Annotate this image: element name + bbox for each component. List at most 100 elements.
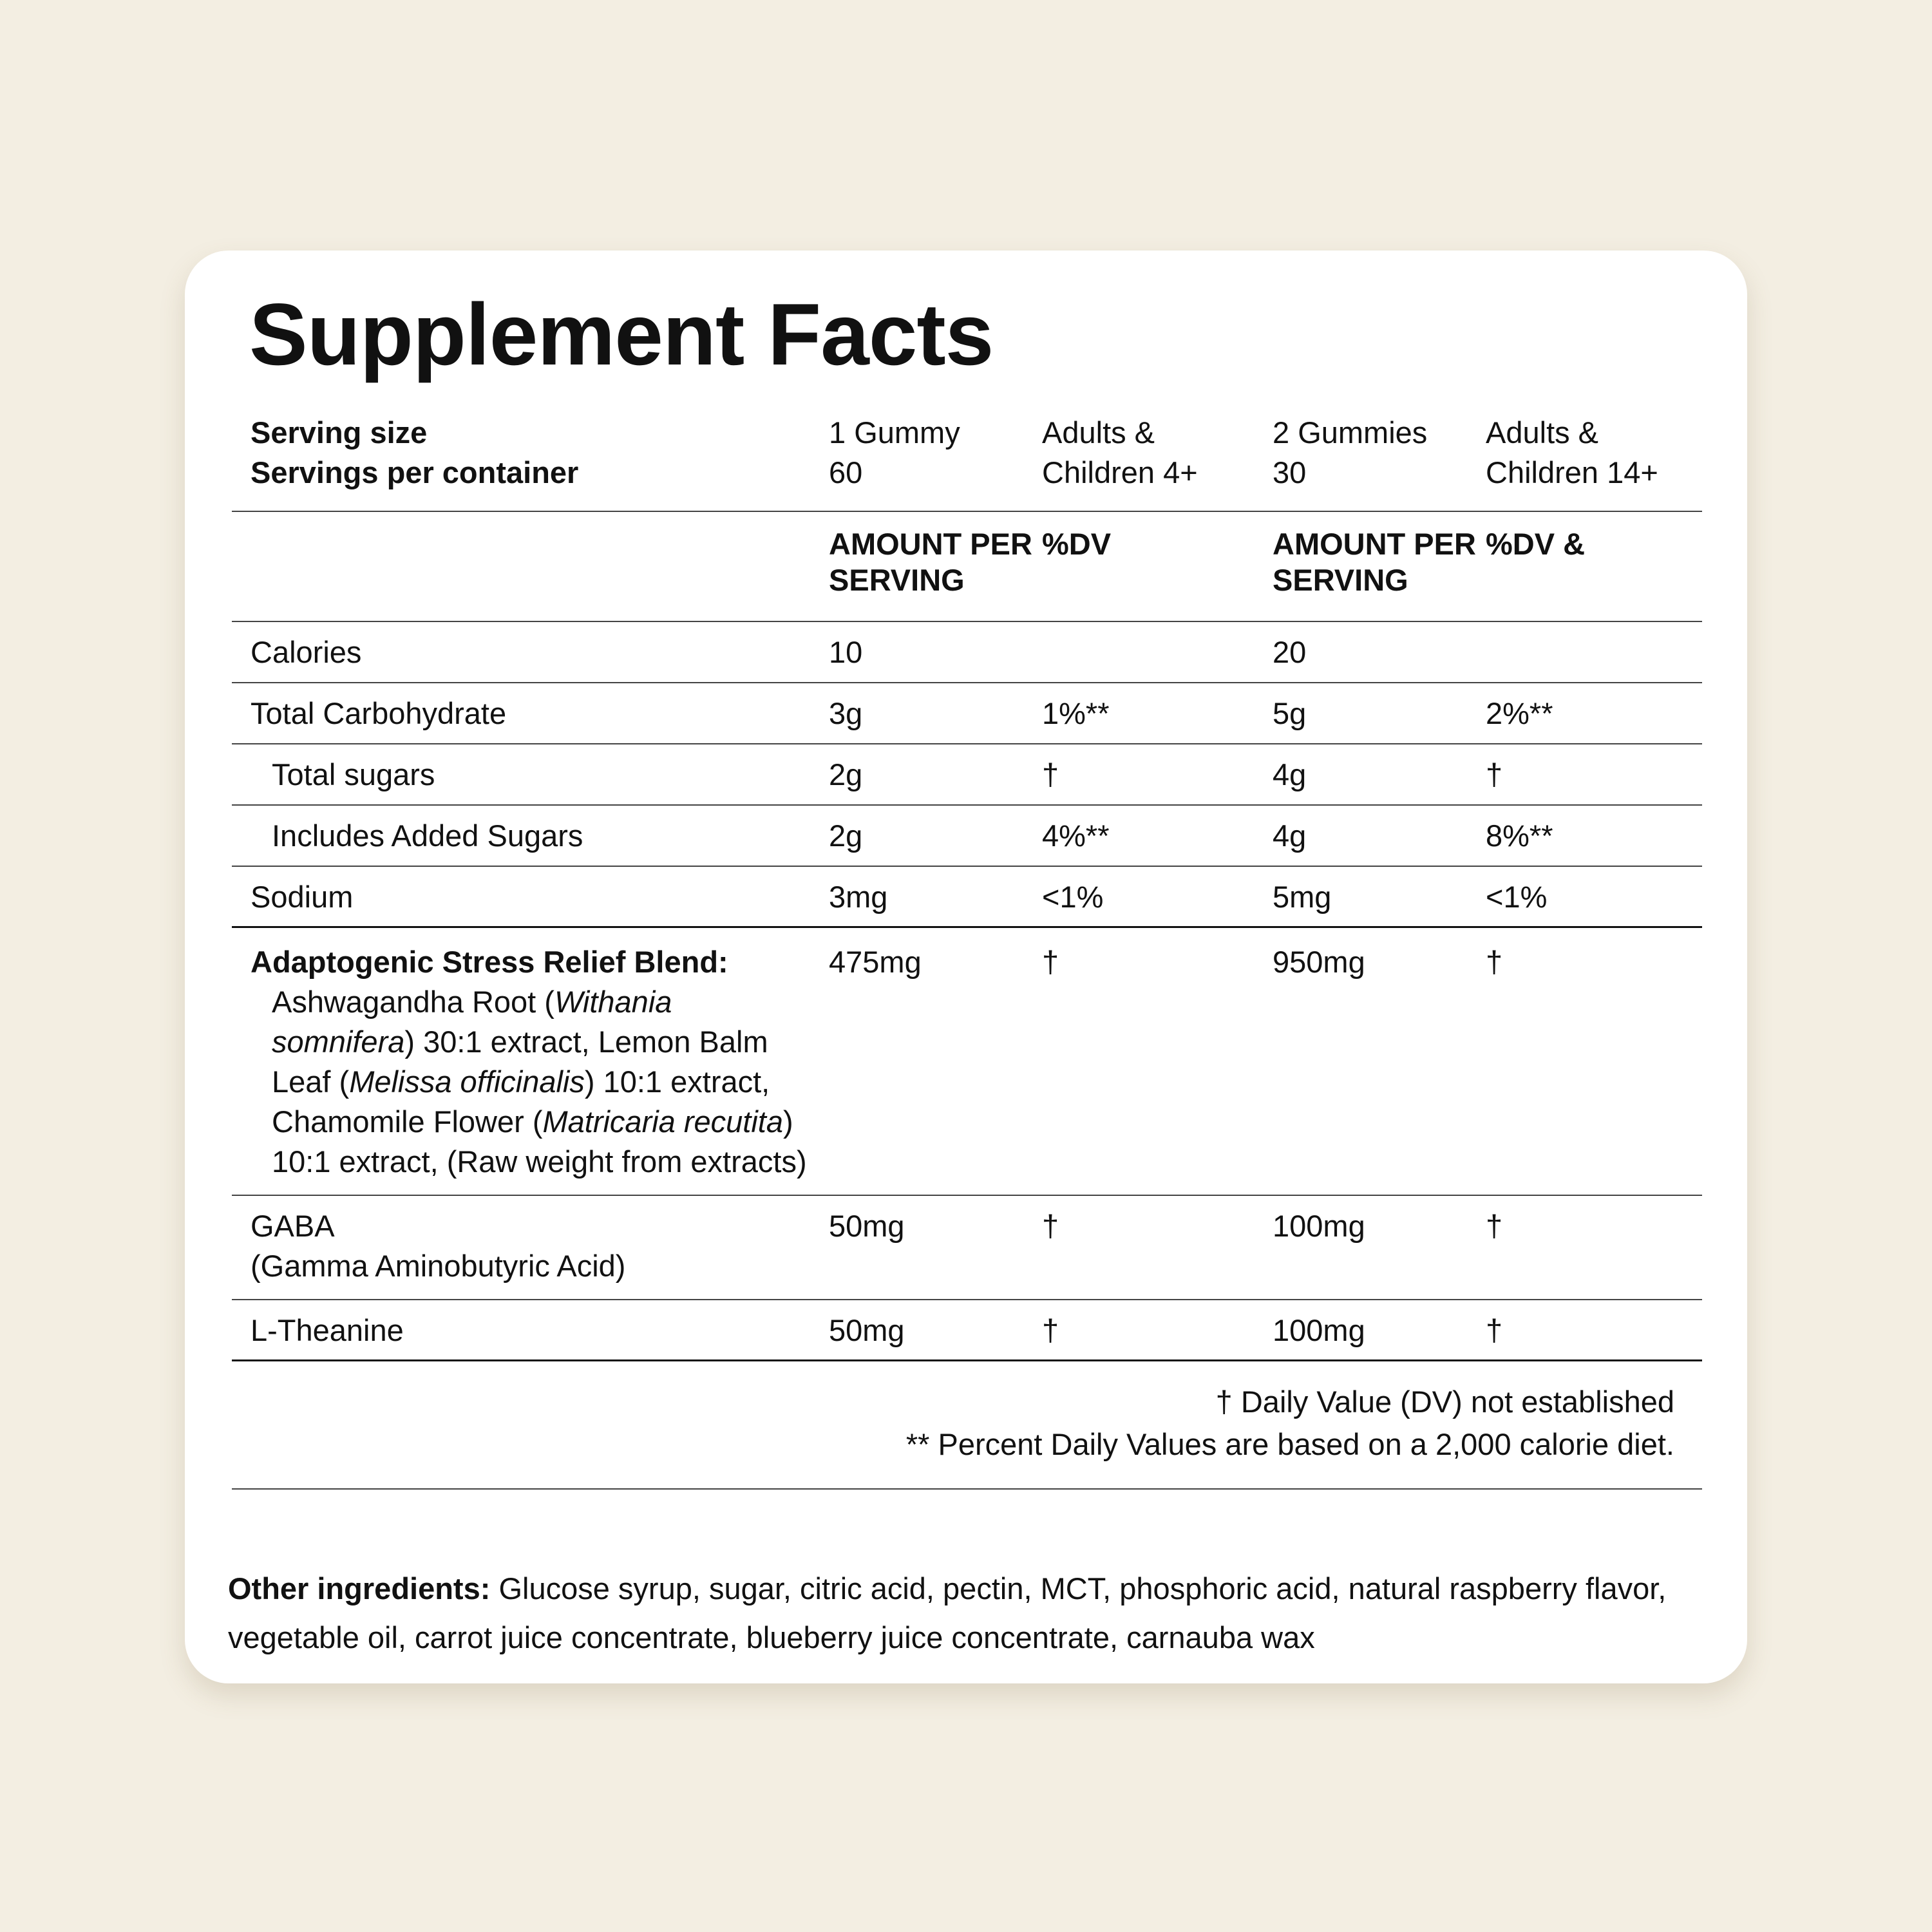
description-part: Melissa officinalis — [349, 1065, 585, 1099]
value-cell: 100mg — [1273, 1311, 1486, 1359]
value: † — [1486, 945, 1503, 979]
serving-text: 1 Gummy — [829, 415, 960, 450]
footnote: † Daily Value (DV) not established — [1215, 1385, 1674, 1419]
value-cell: 5mg — [1273, 877, 1486, 926]
description-part: ) 30:1 extract, Lemon Balm Leaf ( — [272, 1025, 768, 1099]
nutrient-row: L-Theanine 50mg † 100mg † — [232, 1300, 1702, 1361]
nutrient-row: Total sugars 2g † 4g † — [232, 744, 1702, 806]
value-cell: 3g — [829, 694, 1042, 743]
value: 475mg — [829, 945, 922, 979]
nutrient-cell: Includes Added Sugars — [232, 816, 829, 866]
value: 2%** — [1486, 696, 1553, 730]
blend-description: Ashwagandha Root (Withania somnifera) 30… — [251, 982, 829, 1182]
value: 950mg — [1273, 945, 1365, 979]
serving-label: Serving size — [251, 415, 428, 450]
value: 10 — [829, 635, 863, 669]
description-part: ) 10:1 extract, (Raw weight from extract… — [272, 1104, 807, 1179]
other-ingredients: Other ingredients: Glucose syrup, sugar,… — [228, 1564, 1709, 1662]
nutrient-name: L-Theanine — [251, 1313, 404, 1347]
value-cell: 10 — [829, 632, 1042, 682]
value: 1%** — [1042, 696, 1110, 730]
nutrient-row: Sodium 3mg <1% 5mg <1% — [232, 867, 1702, 928]
value: † — [1042, 945, 1059, 979]
nutrient-name: Total sugars — [272, 757, 435, 791]
value-cell: † — [1042, 1206, 1273, 1286]
value-cell: 2%** — [1486, 694, 1702, 743]
nutrient-name: Calories — [251, 635, 362, 669]
value-cell: 4g — [1273, 816, 1486, 866]
value: 4g — [1273, 819, 1307, 853]
value-cell: 3mg — [829, 877, 1042, 926]
value: 4%** — [1042, 819, 1110, 853]
serving-text: Children 14+ — [1486, 455, 1658, 489]
value-cell — [1042, 632, 1273, 682]
column-header: %DV & — [1486, 527, 1586, 561]
footnotes: † Daily Value (DV) not established ** Per… — [232, 1361, 1702, 1490]
value-cell: 4g — [1273, 755, 1486, 804]
nutrient-sub: (Gamma Aminobutyric Acid) — [251, 1249, 626, 1283]
value: 50mg — [829, 1209, 905, 1243]
serving-text: Adults & — [1486, 415, 1599, 450]
other-label: Other ingredients: — [228, 1571, 491, 1605]
nutrient-cell: Calories — [232, 632, 829, 682]
value-cell: † — [1042, 755, 1273, 804]
nutrient-cell: Adaptogenic Stress Relief Blend: Ashwagan… — [232, 942, 829, 1182]
value-cell: <1% — [1486, 877, 1702, 926]
description-part: Matricaria recutita — [542, 1104, 783, 1139]
value-cell: † — [1486, 1206, 1702, 1286]
value-cell: 50mg — [829, 1311, 1042, 1359]
serving-label: Servings per container — [251, 455, 579, 489]
column-header: AMOUNT PER SERVING — [1273, 527, 1476, 597]
description-part: Withania somnifera — [272, 985, 672, 1059]
nutrient-cell: Total Carbohydrate — [232, 694, 829, 743]
nutrient-row: Includes Added Sugars 2g 4%** 4g 8%** — [232, 806, 1702, 867]
value: † — [1042, 1313, 1059, 1347]
nutrient-row: Adaptogenic Stress Relief Blend: Ashwagan… — [232, 928, 1702, 1196]
nutrient-row: Total Carbohydrate 3g 1%** 5g 2%** — [232, 683, 1702, 744]
value-cell: 2g — [829, 816, 1042, 866]
description-part: ) 10:1 extract, Chamomile Flower ( — [272, 1065, 770, 1139]
value-cell: 8%** — [1486, 816, 1702, 866]
serving-labels: Serving size Servings per container — [232, 410, 829, 511]
empty-cell — [232, 526, 829, 621]
serving-text: Adults & — [1042, 415, 1155, 450]
value: 5mg — [1273, 880, 1332, 914]
value-cell: <1% — [1042, 877, 1273, 926]
facts-table: Serving size Servings per container 1 Gumm… — [232, 410, 1702, 1490]
nutrient-name: Includes Added Sugars — [272, 819, 583, 853]
serving-text: 30 — [1273, 455, 1307, 489]
value: 20 — [1273, 635, 1307, 669]
nutrient-row: GABA (Gamma Aminobutyric Acid) 50mg † 100mg † — [232, 1196, 1702, 1300]
serving-text: 60 — [829, 455, 863, 489]
description-part: Ashwagandha Root ( — [272, 985, 554, 1019]
value: 50mg — [829, 1313, 905, 1347]
value: <1% — [1486, 880, 1548, 914]
nutrient-cell: GABA (Gamma Aminobutyric Acid) — [232, 1206, 829, 1286]
value: 2g — [829, 757, 863, 791]
nutrient-row: Calories 10 20 — [232, 622, 1702, 683]
nutrient-name: Adaptogenic Stress Relief Blend: — [251, 945, 728, 979]
value: † — [1042, 1209, 1059, 1243]
serving-cell: Adults & Children 4+ — [1042, 410, 1273, 511]
value-cell: 100mg — [1273, 1206, 1486, 1286]
column-header: %DV — [1042, 527, 1112, 561]
value: † — [1042, 757, 1059, 791]
value-cell: † — [1042, 1311, 1273, 1359]
footnote: ** Percent Daily Values are based on a 2… — [905, 1427, 1674, 1461]
value: 8%** — [1486, 819, 1553, 853]
column-header-row: AMOUNT PER SERVING %DV AMOUNT PER SERVING%… — [232, 512, 1702, 622]
value: † — [1486, 1209, 1503, 1243]
value: 5g — [1273, 696, 1307, 730]
serving-row: Serving size Servings per container 1 Gumm… — [232, 410, 1702, 512]
value: † — [1486, 1313, 1503, 1347]
value-cell: 1%** — [1042, 694, 1273, 743]
value-cell: 4%** — [1042, 816, 1273, 866]
value: 100mg — [1273, 1209, 1365, 1243]
value: 4g — [1273, 757, 1307, 791]
column-header: AMOUNT PER SERVING — [829, 527, 1032, 597]
nutrient-cell: L-Theanine — [232, 1311, 829, 1359]
serving-cell: Adults & Children 14+ — [1486, 410, 1702, 511]
serving-text: Children 4+ — [1042, 455, 1198, 489]
serving-cell: 2 Gummies 30 — [1273, 410, 1486, 511]
